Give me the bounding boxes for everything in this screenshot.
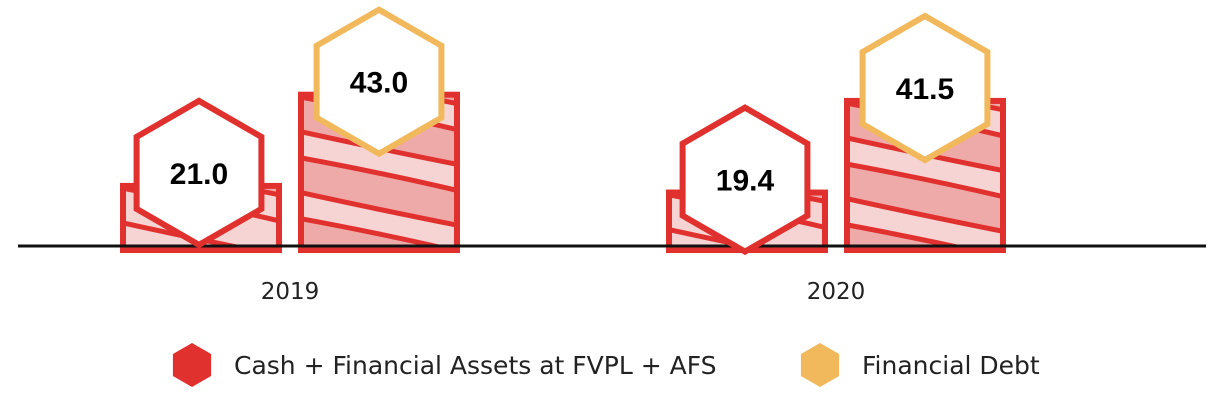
legend-item: Cash + Financial Assets at FVPL + AFS [172,343,717,387]
value-hexagon [133,97,265,249]
legend-hexagon-icon [800,343,840,387]
legend: Cash + Financial Assets at FVPL + AFS Fin… [172,343,1040,387]
legend-hexagon-icon [172,343,212,387]
value-label: 19.4 [716,165,775,198]
category-label: 2020 [807,279,866,305]
value-hexagon [859,12,991,164]
legend-label: Cash + Financial Assets at FVPL + AFS [234,351,717,380]
value-label: 43.0 [350,67,408,100]
legend-item: Financial Debt [800,343,1040,387]
legend-label: Financial Debt [862,351,1040,380]
labels-layer: 21.0 43.0 19.4 41.5 [133,6,991,256]
value-label: 21.0 [170,158,228,191]
category-labels: 2019 2020 [261,279,866,305]
value-label: 41.5 [896,73,954,106]
category-label: 2019 [261,279,320,305]
value-hexagon [679,104,811,256]
value-hexagon [313,6,445,158]
